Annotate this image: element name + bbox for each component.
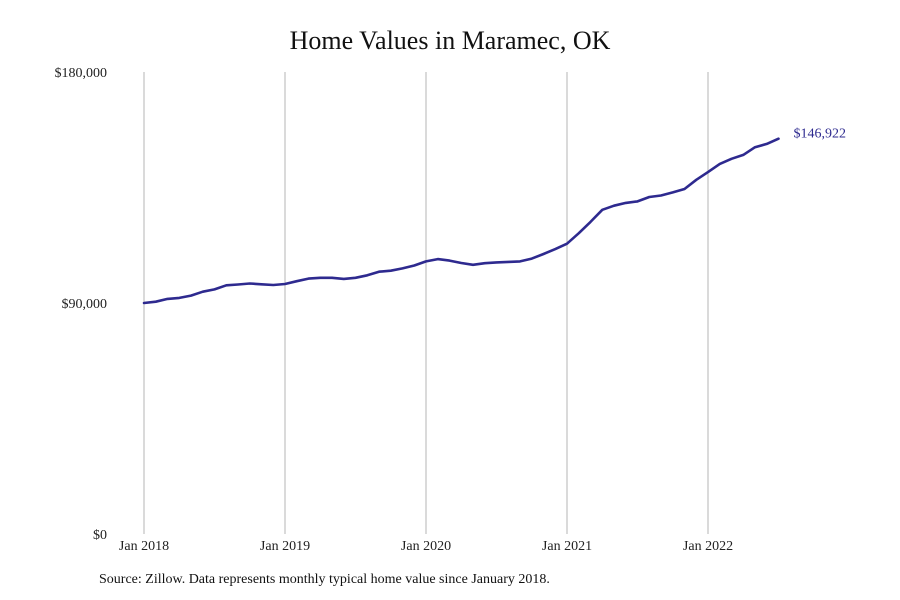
data-point <box>178 297 181 299</box>
data-point <box>589 221 592 223</box>
data-point <box>648 196 651 198</box>
series-line-0 <box>142 137 780 305</box>
data-point <box>295 280 298 282</box>
data-point <box>472 263 474 266</box>
data-point <box>765 143 768 145</box>
data-point <box>366 274 369 277</box>
y-tick-label: $0 <box>93 528 107 543</box>
x-axis-tick-labels: Jan 2018 Jan 2019 Jan 2020 Jan 2021 Jan 2022 <box>119 539 733 554</box>
x-tick-label: Jan 2019 <box>260 539 310 554</box>
data-point <box>577 232 580 234</box>
data-point <box>354 277 357 279</box>
y-tick-label: $90,000 <box>62 297 108 312</box>
data-point <box>260 283 263 286</box>
data-point <box>213 288 216 291</box>
data-point <box>730 157 733 160</box>
x-tick-label: Jan 2022 <box>683 539 733 554</box>
data-point <box>742 154 745 156</box>
data-point <box>190 294 192 297</box>
data-point <box>660 194 662 197</box>
series-layer: $146,922 <box>142 127 847 305</box>
data-point <box>601 209 604 211</box>
vertical-gridlines <box>143 72 709 534</box>
end-value-label: $146,922 <box>794 127 847 142</box>
data-point <box>754 146 756 149</box>
data-point <box>319 277 322 279</box>
data-point <box>460 262 463 264</box>
data-point <box>436 258 439 260</box>
data-point <box>143 302 145 304</box>
data-point <box>413 264 416 267</box>
data-point <box>166 298 169 300</box>
data-point <box>671 191 674 194</box>
data-points <box>143 137 780 304</box>
source-note: Source: Zillow. Data represents monthly … <box>99 572 550 587</box>
data-point <box>519 260 521 263</box>
data-point <box>225 284 228 287</box>
data-point <box>401 267 404 270</box>
data-point <box>777 137 780 140</box>
y-axis-tick-labels: $0 $90,000 $180,000 <box>55 66 108 543</box>
data-point <box>331 277 333 279</box>
data-point <box>507 261 510 263</box>
data-point <box>284 283 286 285</box>
x-tick-label: Jan 2018 <box>119 539 169 554</box>
data-point <box>624 202 627 204</box>
y-tick-label: $180,000 <box>55 66 108 81</box>
data-point <box>248 282 251 285</box>
data-point <box>566 242 568 245</box>
data-point <box>389 269 392 272</box>
data-point <box>530 257 533 260</box>
data-point <box>707 171 709 173</box>
data-point <box>307 277 310 280</box>
data-point <box>495 261 498 264</box>
data-point <box>554 248 557 250</box>
data-point <box>718 163 721 165</box>
data-point <box>342 278 345 280</box>
data-point <box>483 262 486 265</box>
x-tick-label: Jan 2021 <box>542 539 592 554</box>
data-point <box>448 259 451 262</box>
chart-title: Home Values in Maramec, OK <box>289 26 611 55</box>
data-point <box>237 283 239 286</box>
data-point <box>636 200 639 203</box>
data-point <box>272 284 275 286</box>
data-point <box>201 290 204 293</box>
data-point <box>378 270 380 273</box>
data-point <box>683 188 686 190</box>
data-point <box>613 204 615 207</box>
x-tick-label: Jan 2020 <box>401 539 451 554</box>
data-point <box>425 260 427 263</box>
data-point <box>695 179 698 181</box>
data-point <box>542 253 545 255</box>
data-point <box>154 300 157 303</box>
